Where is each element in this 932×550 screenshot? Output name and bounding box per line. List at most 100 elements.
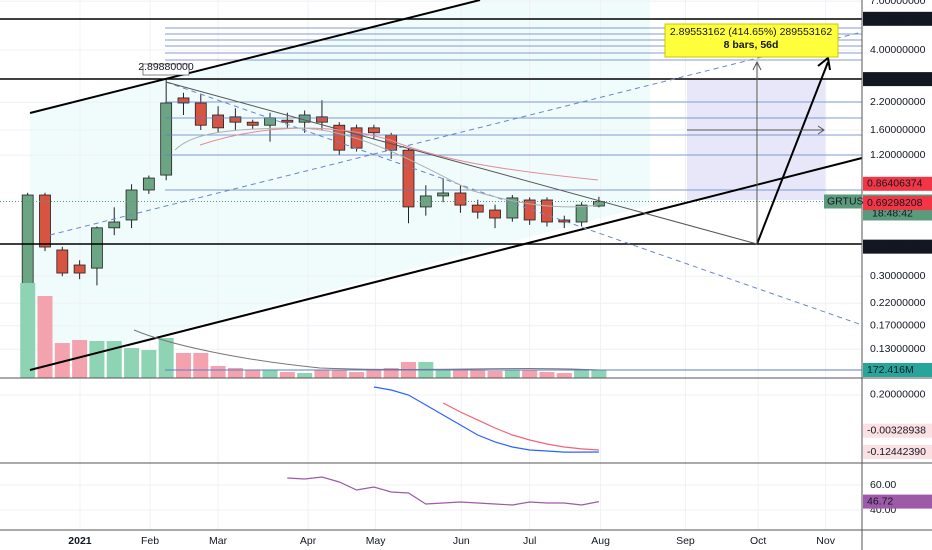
- candle-body: [212, 114, 224, 129]
- candle-body: [281, 119, 294, 123]
- candle-body: [489, 209, 501, 219]
- candle-body: [142, 177, 155, 191]
- volume-bar: [331, 370, 347, 378]
- path-line: [165, 81, 758, 245]
- volume-bar: [504, 370, 520, 378]
- volume-bar: [314, 370, 330, 378]
- candle-body: [506, 197, 519, 219]
- volume-bar: [20, 283, 36, 378]
- volume-bar: [141, 350, 157, 378]
- volume-bar: [487, 370, 503, 378]
- y-tick-label: 0.17000000: [870, 320, 926, 332]
- candle-body: [56, 249, 69, 274]
- arrow-head: [817, 125, 825, 135]
- candle-body: [592, 201, 605, 207]
- candle-body: [229, 116, 242, 123]
- x-tick-label: 2021: [68, 535, 92, 547]
- volume-bar: [193, 352, 209, 378]
- volume-bar: [556, 372, 572, 378]
- volume-bar: [227, 367, 243, 378]
- measure-text: 2.89553162 (414.65%) 289553162: [670, 26, 832, 38]
- candle-body: [454, 192, 467, 206]
- price-label-box: [863, 11, 932, 26]
- volume-bar: [366, 370, 382, 378]
- candle-body: [73, 264, 86, 274]
- drawings: [0, 0, 863, 371]
- volume-bar: [279, 372, 295, 378]
- trend-line: [29, 0, 481, 114]
- y-tick-label: 4.00000000: [870, 44, 926, 56]
- volume-bar: [383, 367, 399, 378]
- x-tick-label: May: [366, 535, 387, 547]
- volume-bar: [262, 370, 278, 378]
- x-tick-label: Aug: [591, 535, 610, 547]
- volume-bar: [89, 341, 105, 378]
- volume-bar: [591, 370, 607, 378]
- volume-bar: [37, 295, 53, 378]
- measure-text: 8 bars, 56d: [724, 39, 779, 51]
- x-tick-label: Jun: [453, 535, 470, 547]
- volume-bar: [210, 365, 226, 378]
- x-tick-label: Apr: [300, 535, 317, 547]
- y-tick-label: 0.13000000: [870, 343, 926, 355]
- candle-body: [471, 204, 484, 213]
- y-tick-label: 0.20000000: [870, 389, 926, 401]
- candle-body: [91, 227, 103, 269]
- candle-body: [39, 194, 51, 248]
- volume-bar: [452, 370, 468, 378]
- volume-bar: [297, 372, 313, 378]
- y-tick-label: 60.00: [870, 479, 896, 491]
- countdown: 18:48:42: [872, 207, 913, 219]
- y-tick-label: 0.30000000: [870, 270, 926, 282]
- volume-bar: [470, 370, 486, 378]
- candle-body: [523, 199, 536, 221]
- path-line: [756, 61, 829, 245]
- y-tick-label: 7.00000000: [870, 0, 926, 7]
- candle-body: [160, 102, 173, 176]
- x-tick-label: Jul: [523, 535, 536, 547]
- x-tick-label: Nov: [816, 535, 835, 547]
- annotation-box: [142, 63, 190, 76]
- candle-body: [194, 102, 207, 126]
- candle-body: [402, 149, 415, 208]
- x-tick-label: Sep: [676, 535, 695, 547]
- price-label-box: [863, 176, 932, 191]
- arrow-head: [752, 60, 762, 71]
- indicator-line: [442, 402, 599, 451]
- measure-label: [664, 23, 839, 58]
- price-label: -0.00328938: [867, 424, 926, 436]
- price-label: 0.86406374: [867, 178, 923, 190]
- price-label: 46.72: [867, 495, 893, 507]
- volume-bar: [175, 352, 191, 378]
- candle-body: [316, 116, 328, 123]
- candle-body: [437, 192, 450, 197]
- volume-bar: [54, 343, 70, 378]
- dashed-line: [165, 81, 863, 326]
- x-tick-label: Mar: [209, 535, 228, 547]
- volume-bar: [574, 370, 590, 378]
- price-label-box: [863, 494, 932, 509]
- price-label-box: [863, 196, 932, 211]
- volume-bar: [245, 370, 261, 378]
- y-tick-label: 1.20000000: [870, 149, 926, 161]
- y-tick-label: 1.60000000: [870, 124, 926, 136]
- dashed-line: [49, 31, 863, 236]
- price-label-box: [863, 362, 932, 377]
- candle-body: [575, 204, 588, 223]
- symbol-box: [824, 194, 862, 209]
- moving-average: [174, 127, 599, 208]
- volume-bar: [349, 372, 365, 378]
- indicator-line: [287, 476, 600, 506]
- price-label-box: [863, 444, 932, 459]
- volume-bar: [72, 339, 88, 378]
- candle-body: [108, 221, 121, 229]
- price-label: 172.416M: [867, 364, 914, 376]
- x-tick-label: Feb: [141, 535, 159, 547]
- volume-average: [133, 329, 601, 371]
- candle-body: [558, 219, 571, 223]
- y-tick-label: 2.20000000: [870, 96, 926, 108]
- price-label: -0.12442390: [867, 446, 926, 458]
